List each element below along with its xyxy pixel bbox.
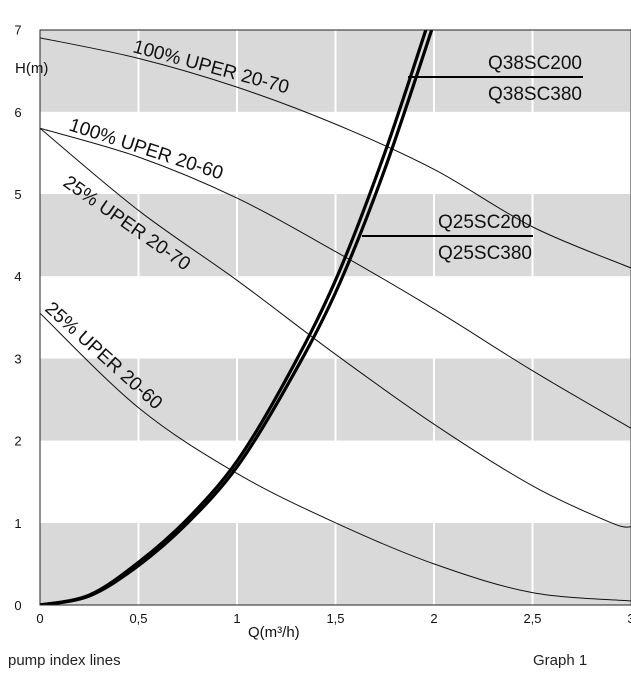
y-tick-label: 7 (14, 23, 21, 38)
y-tick-label: 0 (14, 598, 21, 613)
x-tick-label: 0,5 (129, 611, 147, 626)
pump-curve-line (40, 312, 631, 602)
plot-frame (39, 29, 631, 606)
model-label: Q25SC380 (438, 243, 532, 264)
pump-curves (40, 37, 631, 602)
system-curves (40, 30, 434, 605)
y-tick-label: 4 (14, 269, 21, 284)
pump-curve-line (40, 37, 631, 269)
model-label: Q38SC200 (488, 53, 582, 74)
x-axis-label: Q(m³/h) (248, 624, 300, 640)
y-tick-label: 3 (14, 351, 21, 366)
y-tick-label: 6 (14, 105, 21, 120)
x-tick-label: 1,5 (326, 611, 344, 626)
pump-chart: 00,511,522,5301234567 100% UPER 20-70100… (14, 23, 631, 640)
system-curve-line (40, 30, 428, 605)
model-label: Q38SC380 (488, 84, 582, 105)
x-tick-label: 2,5 (523, 611, 541, 626)
pump-curve-line (40, 127, 631, 528)
caption-left: pump index lines (8, 652, 121, 669)
x-tick-label: 3 (627, 611, 631, 626)
y-axis-label: H(m) (15, 60, 48, 77)
system-curve-line (40, 30, 434, 605)
y-tick-label: 1 (14, 516, 21, 531)
y-tick-label: 2 (14, 434, 21, 449)
x-tick-label: 0 (36, 611, 43, 626)
model-labels: Q38SC200 Q38SC380 Q25SC200 Q25SC380 (362, 53, 583, 264)
grid-lines (137, 30, 631, 605)
tick-labels: 0 0,5 1 1,5 2 2,5 3 0 1 2 3 4 5 6 7 (14, 23, 631, 626)
x-tick-label: 1 (233, 611, 240, 626)
x-tick-label: 2 (430, 611, 437, 626)
pump-curve-line (40, 127, 631, 429)
caption-right: Graph 1 (533, 652, 588, 669)
model-label: Q25SC200 (438, 212, 532, 233)
y-tick-label: 5 (14, 187, 21, 202)
